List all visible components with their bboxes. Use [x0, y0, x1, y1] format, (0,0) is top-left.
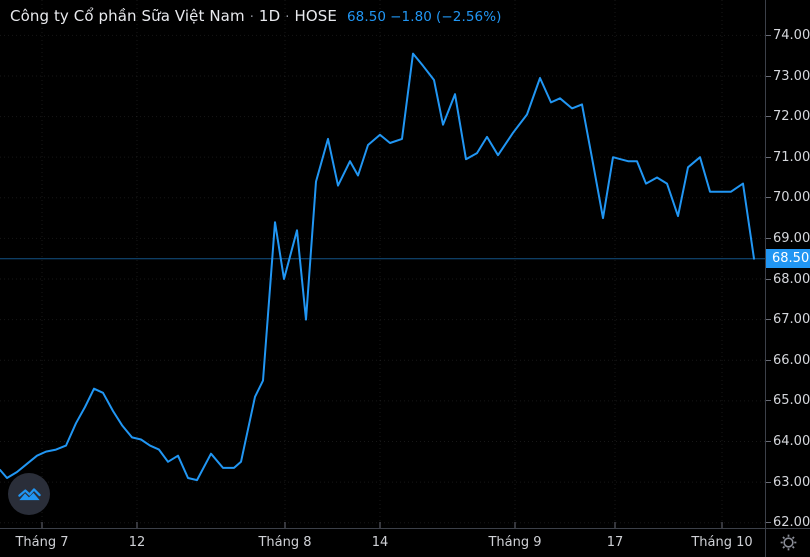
time-axis-label: 14: [371, 535, 389, 550]
axis-settings-cell: [765, 528, 810, 557]
price-change: −1.80: [390, 9, 432, 25]
last-price-value: 68.50: [346, 9, 387, 25]
price-axis-label: 67.00: [773, 312, 810, 328]
price-axis-label: 63.00: [773, 474, 810, 490]
price-axis-tick: [766, 75, 771, 77]
quote: 68.50 −1.80 (−2.56%): [347, 9, 506, 25]
price-axis-label: 68.00: [773, 271, 810, 287]
price-axis-tick: [766, 481, 771, 483]
price-change-percent: (−2.56%): [435, 9, 502, 25]
price-axis-label: 62.00: [773, 515, 810, 528]
chart-pane[interactable]: [0, 0, 765, 528]
price-axis-tick: [766, 237, 771, 239]
price-axis-tick: [766, 34, 771, 36]
price-axis-tick: [766, 400, 771, 402]
price-axis-tick: [766, 278, 771, 280]
price-axis-label: 74.00: [773, 27, 810, 43]
price-axis-label: 70.00: [773, 190, 810, 206]
symbol-name[interactable]: Công ty Cổ phần Sữa Việt Nam: [10, 7, 245, 25]
price-axis-tick: [766, 359, 771, 361]
price-axis-label: 69.00: [773, 230, 810, 246]
time-axis-label: 17: [606, 535, 624, 550]
price-axis-tick: [766, 522, 771, 524]
price-axis-tick: [766, 441, 771, 442]
price-axis-label: 65.00: [773, 393, 810, 409]
price-axis-label: 73.00: [773, 68, 810, 84]
price-line-series[interactable]: [0, 52, 755, 482]
price-axis-label: 66.00: [773, 352, 810, 368]
price-axis[interactable]: 74.00 73.00 72.00 71.00 70.00 69.00 68.00 67.00…: [765, 0, 810, 528]
price-axis-tick: [766, 156, 771, 158]
time-axis-label: Tháng 9: [488, 535, 542, 550]
area-line-chart-icon: [16, 481, 43, 508]
time-axis-label: Tháng 7: [15, 535, 69, 550]
price-axis-tick: [766, 319, 771, 321]
price-axis-label: 64.00: [773, 434, 810, 449]
last-price-tag: 68.50: [766, 249, 810, 269]
interval-label[interactable]: 1D: [258, 7, 281, 25]
chart-type-logo-button[interactable]: [8, 473, 50, 515]
price-chart[interactable]: [0, 0, 765, 528]
time-axis-label: 12: [128, 535, 146, 550]
price-axis-label: 72.00: [773, 109, 810, 125]
price-axis-tick: [766, 116, 771, 118]
exchange-label: HOSE: [294, 7, 337, 25]
time-axis-label: Tháng 10: [691, 535, 753, 550]
price-axis-label: 71.00: [773, 149, 810, 165]
gear-icon[interactable]: [780, 534, 797, 551]
time-axis-label: Tháng 8: [258, 535, 312, 550]
legend-separator: ·: [285, 10, 290, 25]
chart-legend: Công ty Cổ phần Sữa Việt Nam · 1D · HOSE 68.5…: [10, 7, 506, 25]
legend-separator: ·: [249, 10, 254, 25]
time-axis[interactable]: Tháng 7 12 Tháng 8 14 Tháng 9 17 Tháng 10: [0, 528, 810, 557]
price-axis-tick: [766, 197, 771, 199]
